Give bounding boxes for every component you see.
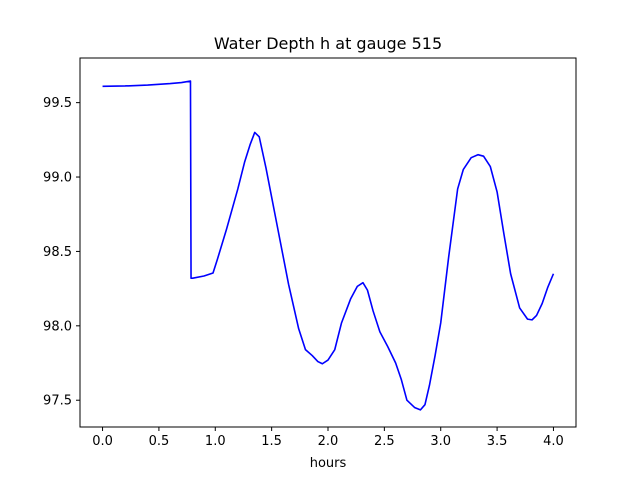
ticks-layer: 0.0 0.5 1.0 1.5 2.0 2.5 3.0 3.5 4.0 97.5 98.0 98.5 9… [43, 96, 564, 449]
y-tick-label: 98.5 [43, 245, 72, 260]
y-tick-label: 99.5 [43, 96, 72, 111]
series-line-0 [102, 80, 555, 411]
data-layer [102, 80, 555, 411]
x-tick-label: 2.0 [318, 434, 339, 449]
y-tick-label: 97.5 [43, 394, 72, 409]
x-tick-label: 1.5 [261, 434, 282, 449]
x-tick-label: 2.5 [374, 434, 395, 449]
chart-title: Water Depth h at gauge 515 [214, 34, 442, 53]
y-tick-label: 99.0 [43, 171, 72, 186]
x-tick-label: 0.0 [92, 434, 113, 449]
x-tick-label: 4.0 [543, 434, 564, 449]
x-tick-label: 3.5 [487, 434, 508, 449]
x-axis-label: hours [310, 456, 347, 471]
y-tick-label: 98.0 [43, 319, 72, 334]
x-tick-label: 1.0 [205, 434, 226, 449]
x-tick-label: 0.5 [149, 434, 170, 449]
x-tick-label: 3.0 [430, 434, 451, 449]
plot-frame [79, 57, 577, 428]
